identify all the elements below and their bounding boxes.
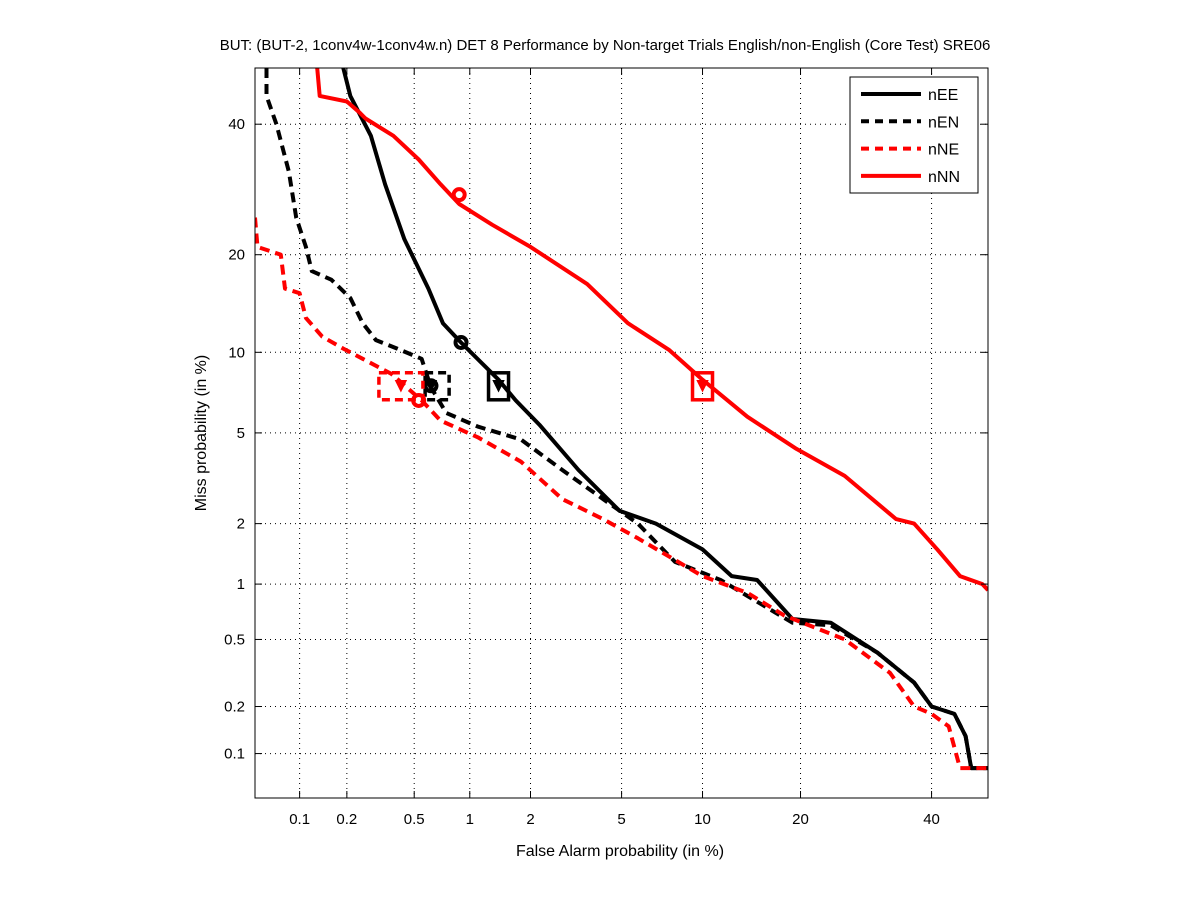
legend-label-nEN: nEN (928, 114, 959, 131)
min-dcf-circle-nEE (453, 334, 469, 350)
x-tick-label: 40 (923, 811, 940, 828)
series-line-nEE (341, 68, 988, 771)
y-tick-label: 5 (237, 425, 245, 442)
x-axis-label: False Alarm probability (in %) (516, 843, 724, 860)
legend-box (849, 76, 979, 194)
y-tick-label: 20 (228, 247, 245, 264)
y-tick-label: 0.2 (224, 699, 245, 716)
act-dcf-square-nNE (377, 371, 425, 402)
y-axis-ticks: 0.1 0.2 0.5 1 2 5 10 20 40 (224, 116, 988, 763)
y-tick-label: 0.1 (224, 746, 245, 763)
min-dcf-circle-nNN (451, 187, 467, 203)
act-dcf-square-nEE (486, 371, 511, 402)
y-tick-label: 40 (228, 116, 245, 133)
legend-label-nNE: nNE (928, 142, 959, 159)
eer-triangle-nEE (492, 380, 505, 393)
x-tick-label: 20 (792, 811, 809, 828)
x-tick-label: 0.1 (289, 811, 310, 828)
y-tick-label: 0.5 (224, 631, 245, 648)
x-tick-label: 1 (466, 811, 474, 828)
x-tick-label: 5 (617, 811, 625, 828)
curves (255, 68, 988, 771)
x-axis-ticks: 0.1 0.2 0.5 1 2 5 10 20 40 (289, 68, 940, 828)
series-line-nNE (255, 217, 988, 771)
series-line-nNN (315, 68, 988, 592)
y-axis-label: Miss probability (in %) (193, 355, 210, 511)
legend: nEE nEN nNE nNN (849, 76, 979, 194)
chart-title: BUT: (BUT-2, 1conv4w-1conv4w.n) DET 8 Pe… (220, 37, 991, 54)
legend-label-nEE: nEE (928, 87, 958, 104)
y-tick-label: 1 (237, 576, 245, 593)
x-tick-label: 10 (694, 811, 711, 828)
legend-label-nNN: nNN (928, 169, 960, 186)
x-tick-label: 2 (526, 811, 534, 828)
eer-triangle-nEN (424, 380, 438, 393)
eer-triangle-nNE (394, 380, 408, 393)
y-tick-label: 2 (237, 516, 245, 533)
act-dcf-square-nNN (690, 371, 715, 402)
x-tick-label: 0.5 (404, 811, 425, 828)
series-line-nEN (264, 68, 988, 771)
x-tick-label: 0.2 (336, 811, 357, 828)
operating-point-markers (377, 187, 715, 408)
y-tick-label: 10 (228, 344, 245, 361)
eer-triangle-nNN (696, 380, 709, 393)
